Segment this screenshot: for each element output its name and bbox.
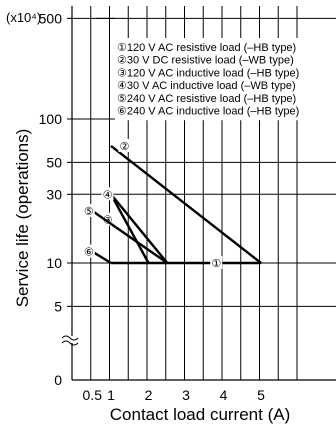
y-tick-label: 5 [54,298,62,314]
series-label: ④ [103,188,113,201]
series-label-background [210,256,223,269]
y-tick-label: 100 [39,111,63,127]
legend-entry: ③120 V AC inductive load (–HB type) [117,67,299,79]
x-axis-title: Contact load current (A) [110,405,290,424]
x-tick-label: 4 [220,387,228,403]
x-tick-label: 0.5 [83,387,103,403]
series-label: ⑤ [84,205,94,218]
series-label-background [82,244,95,258]
y-tick-label: 50 [46,154,62,170]
legend: ①120 V AC resistive load (–HB type)②30 V… [96,17,336,121]
axis-break [61,335,81,346]
series-label-background [118,138,131,152]
series-label: ⑥ [84,246,94,259]
series-line [91,209,168,264]
legend-background [115,38,336,121]
y-tick-label: 10 [46,255,62,271]
x-tick-label: 1 [107,387,115,403]
legend-entry: ⑥240 V AC inductive load (–HB type) [117,106,299,118]
x-tick-label: 5 [257,387,265,403]
series-line [91,250,112,265]
series-line [110,193,169,264]
legend-entry: ②30 V DC resistive load (–WB type) [117,55,294,67]
x-tick-label: 3 [182,387,190,403]
series-line [110,144,262,264]
y-unit-label: (x10⁴) [6,10,41,25]
axis-break-mark [61,340,79,346]
series-label: ① [211,257,221,270]
y-tick-label-zero: 0 [54,372,62,388]
y-tick-label: 500 [39,10,63,26]
y-tick-label: 30 [46,186,62,202]
axis-break-mark [61,335,79,341]
series-line [109,193,150,264]
legend-entry: ④30 V AC inductive load (–WB type) [117,80,296,92]
series-label-background [82,203,95,217]
series-label: ② [119,140,129,153]
legend-entry: ⑤240 V AC resistive load (–HB type) [117,93,296,105]
x-tick-label: 2 [145,387,153,403]
y-axis-title: Service life (operations) [13,129,32,308]
legend-entry: ①120 V AC resistive load (–HB type) [117,42,296,54]
series-label-background [101,187,114,201]
